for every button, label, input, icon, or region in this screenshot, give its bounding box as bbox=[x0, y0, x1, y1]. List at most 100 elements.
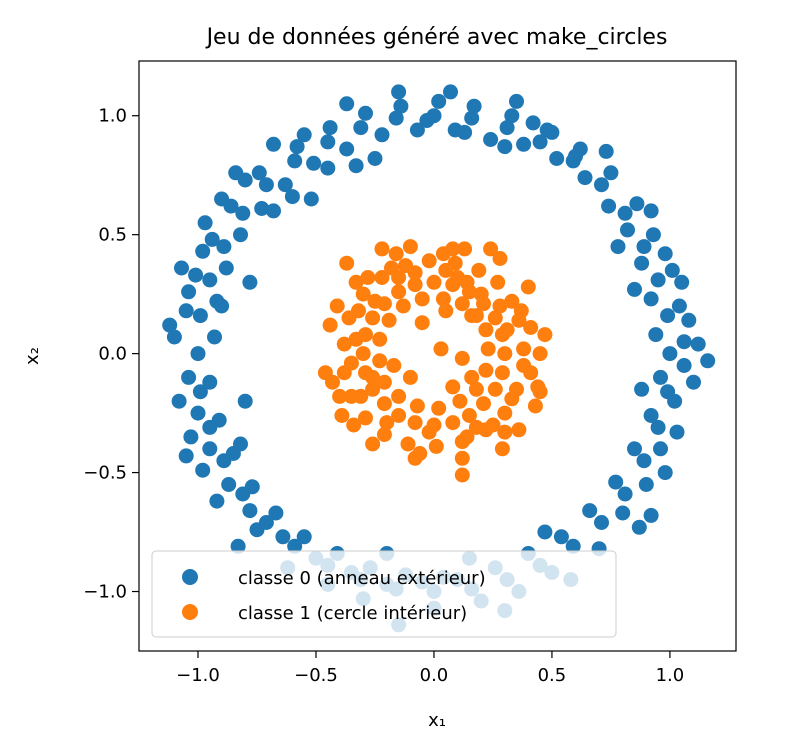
point-classe-0-114 bbox=[657, 246, 673, 262]
point-classe-1-117 bbox=[504, 391, 520, 407]
point-classe-0-126 bbox=[230, 538, 246, 554]
point-classe-0-16 bbox=[235, 205, 251, 221]
point-classe-1-113 bbox=[329, 298, 345, 314]
point-classe-0-119 bbox=[457, 124, 473, 140]
point-classe-0-58 bbox=[188, 267, 204, 283]
point-classe-1-78 bbox=[497, 424, 513, 440]
point-classe-0-77 bbox=[627, 441, 642, 457]
point-classe-0-52 bbox=[358, 105, 373, 121]
point-classe-0-101 bbox=[211, 412, 227, 428]
point-classe-1-60 bbox=[431, 400, 447, 416]
point-classe-1-30 bbox=[421, 253, 437, 269]
point-classe-0-83 bbox=[620, 222, 635, 238]
point-classe-1-81 bbox=[339, 255, 355, 271]
point-classe-1-88 bbox=[464, 308, 480, 324]
point-classe-0-111 bbox=[700, 353, 716, 369]
point-classe-0-41 bbox=[671, 298, 687, 314]
point-classe-1-84 bbox=[483, 241, 499, 257]
point-classe-0-121 bbox=[391, 84, 407, 100]
point-classe-0-21 bbox=[192, 384, 208, 400]
point-classe-0-123 bbox=[162, 317, 178, 333]
point-classe-1-121 bbox=[459, 429, 475, 445]
point-classe-0-36 bbox=[617, 486, 633, 502]
point-classe-1-96 bbox=[464, 369, 480, 385]
point-classe-0-117 bbox=[303, 191, 319, 207]
point-classe-0-165 bbox=[195, 462, 211, 478]
point-classe-1-111 bbox=[494, 441, 510, 457]
point-classe-0-105 bbox=[296, 529, 312, 545]
point-classe-0-157 bbox=[296, 127, 312, 143]
point-classe-0-26 bbox=[287, 538, 303, 554]
point-classe-1-89 bbox=[438, 303, 454, 319]
point-classe-1-47 bbox=[480, 341, 496, 357]
point-classe-1-61 bbox=[452, 393, 468, 409]
point-classe-0-149 bbox=[497, 139, 513, 155]
point-classe-1-40 bbox=[400, 436, 416, 452]
point-classe-0-63 bbox=[202, 441, 218, 457]
point-classe-1-101 bbox=[353, 388, 369, 404]
point-classe-0-82 bbox=[634, 255, 650, 271]
point-classe-1-41 bbox=[428, 438, 444, 454]
point-classe-1-24 bbox=[516, 341, 532, 357]
y-tick-label-2: 0.0 bbox=[98, 344, 127, 365]
point-classe-1-57 bbox=[376, 374, 392, 390]
y-tick-label-4: 1.0 bbox=[98, 106, 127, 127]
point-classe-1-102 bbox=[499, 322, 515, 338]
point-classe-0-118 bbox=[348, 158, 364, 174]
point-classe-0-115 bbox=[674, 274, 690, 290]
point-classe-0-95 bbox=[254, 201, 270, 216]
point-classe-1-83 bbox=[457, 241, 473, 257]
x-axis: −1.0 −0.5 0.0 0.5 1.0 bbox=[176, 651, 684, 686]
point-classe-0-131 bbox=[631, 519, 647, 535]
point-classe-1-64 bbox=[532, 346, 548, 362]
point-classe-0-93 bbox=[306, 155, 322, 171]
point-classe-1-7 bbox=[407, 277, 423, 293]
point-classe-1-112 bbox=[346, 417, 362, 433]
point-classe-1-53 bbox=[395, 298, 411, 314]
point-classe-0-146 bbox=[610, 239, 626, 255]
point-classe-0-38 bbox=[650, 419, 666, 435]
point-classe-1-114 bbox=[435, 246, 451, 262]
point-classe-1-125 bbox=[450, 270, 466, 285]
point-classe-0-1 bbox=[660, 308, 676, 324]
point-classe-1-77 bbox=[454, 450, 470, 466]
point-classe-1-22 bbox=[487, 381, 503, 397]
point-classe-1-120 bbox=[407, 265, 423, 281]
point-classe-0-154 bbox=[525, 115, 541, 131]
point-classe-0-153 bbox=[544, 124, 560, 140]
point-classe-1-127 bbox=[523, 320, 539, 335]
point-classe-0-17 bbox=[216, 239, 232, 255]
point-classe-0-133 bbox=[657, 465, 673, 481]
y-axis-label: x₂ bbox=[22, 347, 43, 365]
point-classe-1-20 bbox=[461, 408, 477, 423]
point-classe-0-113 bbox=[686, 374, 701, 390]
point-classe-0-163 bbox=[171, 393, 187, 409]
point-classe-1-109 bbox=[523, 365, 539, 381]
point-classe-1-110 bbox=[412, 446, 428, 461]
point-classe-0-74 bbox=[553, 529, 569, 545]
point-classe-1-87 bbox=[511, 422, 527, 438]
point-classe-0-156 bbox=[339, 96, 355, 112]
point-classe-1-54 bbox=[381, 312, 397, 328]
point-classe-0-145 bbox=[634, 381, 650, 397]
point-classe-0-142 bbox=[237, 393, 253, 409]
point-classe-0-75 bbox=[582, 503, 598, 519]
point-classe-0-8 bbox=[499, 120, 515, 136]
point-classe-0-34 bbox=[565, 538, 581, 554]
point-classe-1-50 bbox=[454, 296, 470, 312]
point-classe-0-76 bbox=[608, 474, 624, 490]
point-classe-0-132 bbox=[669, 424, 685, 440]
point-classe-0-176 bbox=[615, 505, 631, 521]
point-classe-1-39 bbox=[376, 427, 392, 442]
point-classe-1-0 bbox=[497, 346, 513, 362]
legend-label-classe-1: classe 1 (cercle intérieur) bbox=[238, 603, 467, 624]
point-classe-0-61 bbox=[181, 369, 197, 385]
point-classe-1-28 bbox=[471, 262, 487, 278]
point-classe-1-106 bbox=[360, 270, 376, 285]
point-classe-1-52 bbox=[414, 291, 430, 307]
point-classe-0-139 bbox=[197, 215, 213, 231]
plot-frame bbox=[138, 60, 737, 652]
point-classe-1-80 bbox=[454, 467, 470, 483]
y-tick-label-0: −1.0 bbox=[83, 582, 127, 603]
